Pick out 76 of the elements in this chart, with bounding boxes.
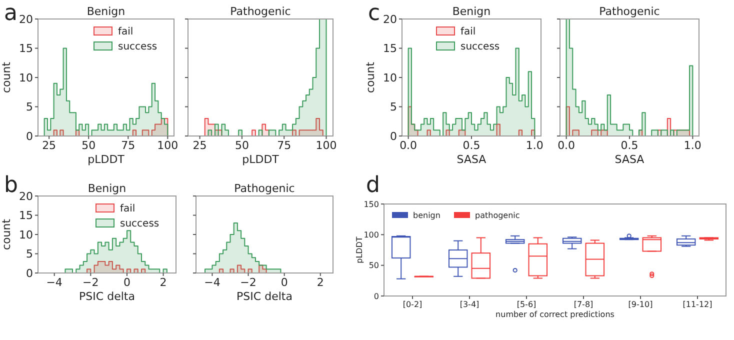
x-tick-label: 25 [192, 139, 207, 152]
y-tick-label: 10 [19, 228, 33, 242]
text: b [4, 173, 18, 198]
y-tick-label: 0 [374, 292, 379, 301]
chart-title: Pathogenic [230, 5, 291, 18]
y-tick-label: 10 [19, 71, 33, 84]
legend-label: fail [460, 26, 476, 38]
chart-title: Pathogenic [599, 5, 660, 18]
x-axis-title: SASA [614, 153, 645, 166]
y-tick-label: 15 [19, 209, 33, 222]
x-tick-label: [3-4] [460, 300, 480, 309]
x-tick-label: 0 [123, 276, 130, 289]
y-tick-label: 0 [26, 266, 33, 280]
x-tick-label: 0.5 [462, 139, 480, 152]
x-tick-label: −4 [46, 276, 62, 289]
x-tick-label: 50 [234, 139, 249, 152]
x-tick-label: [0-2] [402, 300, 422, 309]
legend-label: fail [118, 26, 134, 38]
chart-title: Benign [86, 5, 126, 18]
y-tick-label: 20 [19, 12, 33, 26]
text: d [366, 173, 380, 198]
x-tick-label: 50 [82, 139, 96, 152]
x-tick-label: 2 [316, 276, 324, 289]
x-tick-label: [9-10] [628, 300, 653, 309]
y-tick-label: 10 [383, 71, 397, 84]
x-axis-title: number of correct predictions [496, 310, 614, 319]
y-axis-title: pLDDT [355, 236, 364, 264]
text: a [4, 1, 18, 26]
x-axis-title: pLDDT [88, 153, 125, 166]
legend-label: success [118, 42, 158, 52]
x-axis-title: SASA [456, 153, 487, 166]
x-tick-label: 75 [277, 139, 292, 152]
y-axis-title: count [0, 61, 13, 94]
x-axis-title: PSIC delta [79, 290, 135, 303]
y-tick-label: 15 [383, 42, 397, 56]
x-tick-label: 0.5 [620, 139, 638, 152]
x-tick-label: [7-8] [574, 300, 594, 309]
y-tick-label: 0 [390, 130, 397, 143]
x-tick-label: 0.0 [400, 139, 418, 152]
x-tick-label: [5-6] [516, 300, 536, 309]
y-tick-label: 5 [26, 100, 33, 114]
x-tick-label: −2 [82, 276, 99, 289]
chart-title: Benign [452, 5, 491, 18]
x-tick-label: 1.0 [684, 139, 702, 152]
y-axis-title: count [364, 61, 377, 94]
x-tick-label: 75 [121, 139, 136, 152]
legend-label: pathogenic [475, 210, 520, 220]
y-tick-label: 0 [26, 130, 33, 143]
x-tick-label: 2 [160, 276, 167, 289]
y-tick-label: 20 [19, 190, 33, 203]
legend-label: success [460, 42, 500, 52]
y-tick-label: 50 [368, 261, 379, 270]
x-tick-label: 100 [157, 139, 178, 152]
y-tick-label: 15 [19, 42, 33, 56]
x-tick-label: 25 [42, 139, 56, 152]
x-tick-label: [11-12] [682, 300, 712, 309]
y-tick-label: 5 [26, 248, 33, 261]
legend-label: benign [413, 210, 440, 220]
y-tick-label: 20 [383, 12, 397, 26]
x-tick-label: 100 [316, 139, 337, 152]
y-tick-label: 150 [364, 200, 379, 209]
x-axis-title: PSIC delta [236, 290, 292, 303]
chart-title: Benign [88, 182, 126, 195]
x-tick-label: −2 [240, 276, 256, 289]
x-tick-label: 0 [280, 276, 288, 289]
legend-label: success [120, 218, 160, 230]
y-tick-label: 5 [390, 100, 397, 114]
chart-title: Pathogenic [234, 182, 295, 195]
y-tick-label: 100 [364, 230, 379, 240]
x-axis-title: pLDDT [242, 153, 280, 166]
x-tick-label: 1.0 [526, 139, 544, 152]
text: c [368, 1, 380, 26]
legend-label: fail [120, 204, 136, 214]
x-tick-label: −4 [204, 276, 220, 289]
x-tick-label: 0.0 [558, 139, 576, 152]
y-axis-title: count [0, 218, 13, 250]
